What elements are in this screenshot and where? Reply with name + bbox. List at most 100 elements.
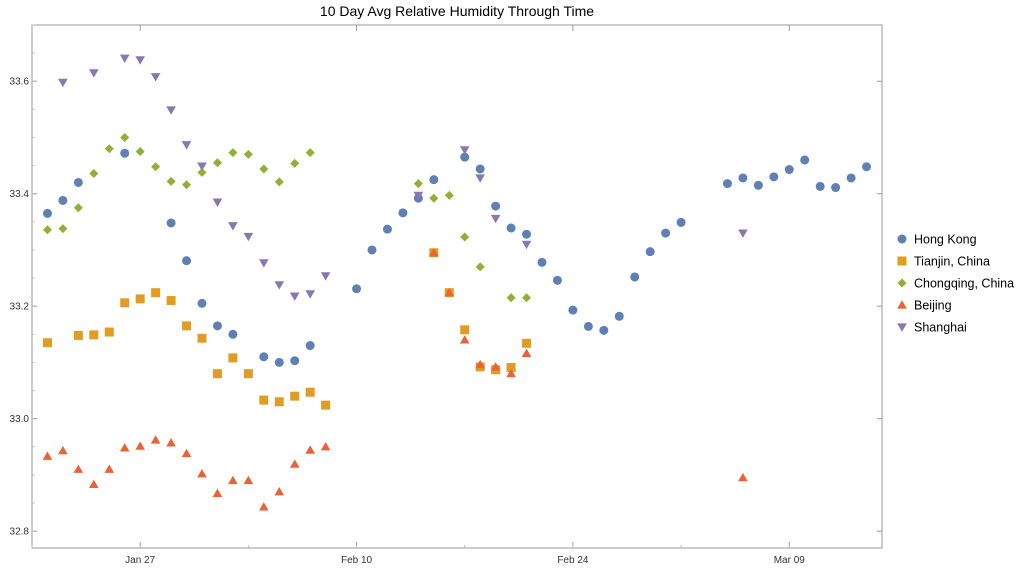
legend-label: Chongqing, China: [914, 277, 1014, 291]
legend-item: Tianjin, China: [897, 255, 990, 269]
data-point: [243, 369, 253, 379]
data-point: [305, 445, 315, 454]
data-point: [166, 438, 176, 447]
data-point: [475, 359, 485, 369]
data-point: [120, 148, 130, 158]
x-tick-label: Feb 24: [557, 555, 589, 566]
data-point: [166, 218, 176, 228]
data-point: [58, 78, 68, 88]
data-point: [151, 288, 161, 298]
data-point: [259, 352, 269, 362]
data-point: [197, 333, 207, 343]
legend: Hong Kong Tianjin, China Chongqing, China B…: [897, 233, 1014, 335]
data-point: [460, 152, 470, 162]
data-point: [182, 321, 192, 331]
data-point: [491, 201, 501, 211]
data-point: [460, 232, 470, 242]
data-point: [42, 451, 53, 460]
data-point: [429, 175, 439, 185]
data-point: [181, 448, 192, 458]
data-point: [599, 325, 609, 335]
data-point: [568, 305, 578, 315]
data-point: [135, 147, 145, 157]
data-point: [42, 225, 52, 235]
data-point: [243, 149, 253, 159]
data-point: [197, 468, 207, 478]
data-point: [182, 256, 192, 266]
data-point: [228, 222, 238, 231]
data-point: [274, 357, 284, 367]
y-tick-label: 33.0: [10, 414, 30, 425]
data-point: [120, 132, 130, 142]
y-tick-label: 33.6: [10, 77, 30, 88]
legend-marker: [897, 323, 907, 332]
data-point: [645, 247, 655, 257]
data-point: [104, 327, 114, 337]
data-point: [89, 330, 99, 340]
data-point: [753, 180, 763, 190]
legend-label: Hong Kong: [914, 233, 977, 247]
data-point: [197, 167, 207, 177]
data-point: [150, 435, 161, 444]
data-point: [228, 148, 238, 158]
data-point: [475, 262, 485, 272]
data-point: [444, 190, 454, 200]
data-point: [274, 281, 285, 290]
data-point: [212, 488, 223, 498]
marks-group: [42, 54, 872, 511]
data-point: [120, 298, 130, 308]
data-point: [212, 369, 222, 379]
data-point: [784, 165, 794, 175]
series-chongqing-china: [42, 132, 532, 303]
x-tick-label: Mar 09: [774, 555, 806, 566]
data-point: [305, 387, 315, 397]
data-point: [274, 177, 284, 187]
series-shanghai: [58, 54, 748, 301]
legend-label: Tianjin, China: [914, 255, 990, 269]
data-point: [73, 330, 83, 340]
data-point: [290, 356, 300, 366]
data-point: [522, 338, 532, 348]
data-point: [521, 240, 532, 250]
data-point: [352, 284, 362, 294]
x-tick-label: Feb 10: [341, 555, 373, 566]
legend-marker: [897, 300, 907, 309]
data-point: [398, 208, 408, 218]
data-point: [676, 217, 686, 227]
data-point: [290, 158, 300, 168]
data-point: [522, 229, 532, 239]
data-point: [212, 158, 222, 168]
legend-label: Beijing: [914, 299, 952, 313]
data-point: [459, 335, 470, 344]
data-point: [305, 290, 315, 299]
data-point: [738, 173, 748, 183]
legend-item: Chongqing, China: [897, 277, 1014, 291]
data-point: [429, 247, 439, 257]
legend-label: Shanghai: [914, 321, 967, 335]
data-point: [722, 179, 732, 189]
data-point: [846, 173, 856, 183]
data-point: [119, 443, 130, 452]
data-point: [800, 155, 810, 165]
data-point: [166, 106, 176, 115]
data-point: [73, 203, 83, 213]
data-point: [243, 475, 254, 485]
data-point: [259, 259, 269, 268]
y-tick-label: 33.2: [10, 302, 30, 313]
data-point: [630, 272, 640, 282]
data-point: [119, 54, 130, 63]
data-point: [212, 321, 222, 331]
data-point: [58, 224, 68, 234]
data-point: [475, 164, 485, 174]
data-point: [382, 224, 392, 234]
data-point: [135, 441, 145, 450]
data-point: [738, 472, 748, 482]
data-point: [769, 172, 779, 182]
series-beijing: [42, 247, 748, 511]
legend-marker: [897, 234, 907, 244]
data-point: [150, 73, 161, 82]
data-point: [42, 338, 52, 348]
data-point: [413, 179, 423, 189]
data-point: [73, 177, 83, 187]
legend-marker: [897, 278, 907, 288]
